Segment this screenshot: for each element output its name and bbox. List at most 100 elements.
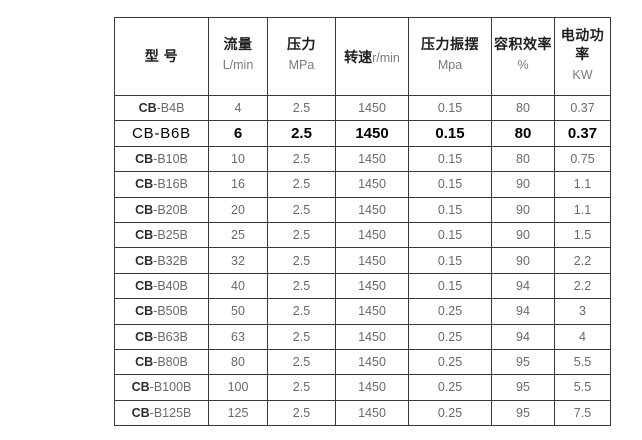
cell-power: 1.1	[554, 171, 611, 198]
cell-press: 2.5	[267, 272, 336, 300]
column-header-flow: 流量 L/min	[208, 17, 268, 96]
cell-speed: 1450	[335, 221, 409, 249]
cell-ripple: 0.15	[408, 272, 492, 300]
cell-speed: 1450	[335, 171, 409, 198]
table-row: CB-B32B 32 2.5 1450 0.15 90 2.2	[114, 247, 611, 274]
cell-speed: 1450	[335, 298, 409, 325]
model-suffix: -B10B	[153, 151, 188, 166]
cell-flow: 20	[208, 196, 268, 223]
cell-press: 2.5	[267, 171, 336, 198]
cell-model: CB-B6B	[114, 120, 209, 147]
column-header-title: 压力振摆	[421, 36, 479, 53]
table-row: CB-B40B 40 2.5 1450 0.15 94 2.2	[114, 272, 611, 300]
cell-model: CB-B4B	[114, 94, 209, 122]
column-header-unit: %	[517, 58, 529, 73]
cell-eff: 80	[491, 94, 555, 122]
cell-ripple: 0.15	[408, 94, 492, 122]
cell-ripple: 0.15	[408, 171, 492, 198]
cell-flow: 125	[208, 399, 268, 427]
cell-press: 2.5	[267, 399, 336, 427]
cell-eff: 95	[491, 374, 555, 401]
model-suffix: -B80B	[153, 355, 188, 370]
cell-power: 7.5	[554, 399, 611, 427]
cell-power: 5.5	[554, 348, 611, 376]
table-row: CB-B4B 4 2.5 1450 0.15 80 0.37	[114, 94, 611, 122]
cell-flow: 25	[208, 221, 268, 249]
cell-press: 2.5	[267, 247, 336, 274]
model-suffix: -B100B	[149, 380, 192, 395]
cell-eff: 94	[491, 272, 555, 300]
column-header-title: 转速	[344, 48, 373, 65]
table-row: CB-B125B 125 2.5 1450 0.25 95 7.5	[114, 399, 611, 427]
spec-table-container: 型 号流量 L/min 压力 MPa 转速r/min 压力振摆 Mpa 容积效率% 电动功率 KW…	[114, 17, 611, 427]
gear-pump-spec-table: 型 号流量 L/min 压力 MPa 转速r/min 压力振摆 Mpa 容积效率% 电动功率 KW…	[114, 17, 611, 427]
cell-flow: 6	[208, 120, 268, 147]
cell-model: CB-B10B	[114, 145, 209, 173]
table-row: CB-B50B 50 2.5 1450 0.25 94 3	[114, 298, 611, 325]
cell-eff: 95	[491, 399, 555, 427]
column-header-title: 压力	[287, 36, 316, 53]
column-header-title: 电动功率	[560, 26, 605, 62]
table-body: CB-B4B 4 2.5 1450 0.15 80 0.37 CB-B6B 6 2.5 1450 0.…	[114, 94, 611, 427]
column-header-speed: 转速r/min	[335, 17, 409, 96]
column-header-title: 流量	[223, 36, 253, 53]
cell-press: 2.5	[267, 221, 336, 249]
cell-ripple: 0.15	[408, 196, 492, 223]
cell-press: 2.5	[267, 298, 336, 325]
column-header-model: 型 号	[114, 17, 209, 96]
cell-speed: 1450	[335, 399, 409, 427]
model-suffix: -B50B	[153, 304, 188, 319]
model-prefix: CB	[135, 278, 154, 293]
cell-model: CB-B63B	[114, 323, 209, 350]
model-prefix: CB	[135, 329, 154, 344]
cell-flow: 32	[208, 247, 268, 274]
column-header-title: 容积效率	[494, 36, 552, 53]
column-header-power: 电动功率 KW	[554, 17, 611, 96]
table-row: CB-B80B 80 2.5 1450 0.25 95 5.5	[114, 348, 611, 376]
model-suffix: -B6B	[154, 125, 191, 143]
cell-speed: 1450	[335, 145, 409, 173]
cell-speed: 1450	[335, 272, 409, 300]
column-header-ripple: 压力振摆 Mpa	[408, 17, 492, 96]
cell-eff: 94	[491, 323, 555, 350]
model-suffix: -B40B	[153, 278, 188, 293]
cell-flow: 4	[208, 94, 268, 122]
column-header-unit: MPa	[288, 58, 315, 73]
cell-power: 3	[554, 298, 611, 325]
cell-ripple: 0.15	[408, 247, 492, 274]
table-row: CB-B20B 20 2.5 1450 0.15 90 1.1	[114, 196, 611, 223]
cell-eff: 90	[491, 171, 555, 198]
cell-eff: 90	[491, 247, 555, 274]
cell-flow: 50	[208, 298, 268, 325]
column-header-unit: r/min	[372, 50, 400, 65]
model-prefix: CB	[135, 202, 154, 217]
table-row: CB-B63B 63 2.5 1450 0.25 94 4	[114, 323, 611, 350]
cell-speed: 1450	[335, 323, 409, 350]
cell-model: CB-B25B	[114, 221, 209, 249]
cell-press: 2.5	[267, 348, 336, 376]
cell-model: CB-B80B	[114, 348, 209, 376]
cell-speed: 1450	[335, 120, 409, 147]
cell-speed: 1450	[335, 196, 409, 223]
cell-flow: 10	[208, 145, 268, 173]
cell-power: 1.5	[554, 221, 611, 249]
cell-ripple: 0.15	[408, 120, 492, 147]
cell-press: 2.5	[267, 94, 336, 122]
table-row: CB-B16B 16 2.5 1450 0.15 90 1.1	[114, 171, 611, 198]
model-prefix: CB	[135, 177, 154, 192]
column-header-unit: Mpa	[437, 58, 463, 73]
model-prefix: CB	[135, 355, 154, 370]
model-prefix: CB	[135, 228, 154, 243]
cell-ripple: 0.15	[408, 221, 492, 249]
cell-press: 2.5	[267, 323, 336, 350]
table-header-row: 型 号流量 L/min 压力 MPa 转速r/min 压力振摆 Mpa 容积效率% 电动功率 KW	[114, 17, 611, 96]
model-suffix: -B25B	[153, 228, 188, 243]
model-suffix: -B4B	[156, 101, 185, 116]
cell-eff: 90	[491, 221, 555, 249]
cell-power: 0.37	[554, 94, 611, 122]
table-row: CB-B10B 10 2.5 1450 0.15 80 0.75	[114, 145, 611, 173]
cell-eff: 90	[491, 196, 555, 223]
cell-flow: 80	[208, 348, 268, 376]
cell-flow: 63	[208, 323, 268, 350]
cell-press: 2.5	[267, 374, 336, 401]
